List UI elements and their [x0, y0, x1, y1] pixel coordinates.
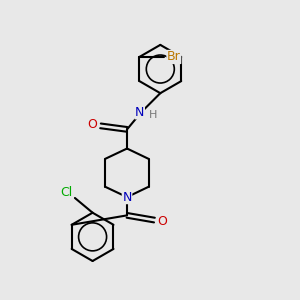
Text: Br: Br	[167, 50, 181, 64]
Text: O: O	[87, 118, 97, 131]
Text: N: N	[122, 190, 132, 204]
Text: O: O	[158, 215, 168, 228]
Text: N: N	[135, 106, 144, 119]
Text: Cl: Cl	[61, 186, 73, 199]
Text: H: H	[149, 110, 158, 120]
